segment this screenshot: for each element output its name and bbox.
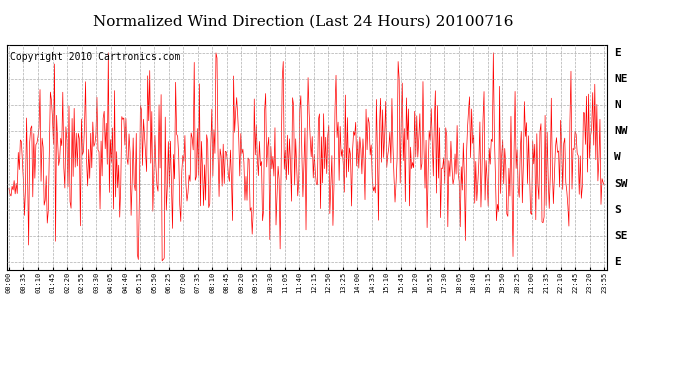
Text: N: N [614,100,621,110]
Text: NE: NE [614,74,628,84]
Text: NW: NW [614,126,628,136]
Text: W: W [614,153,621,162]
Text: S: S [614,205,621,215]
Text: SW: SW [614,178,628,189]
Text: E: E [614,48,621,58]
Text: Normalized Wind Direction (Last 24 Hours) 20100716: Normalized Wind Direction (Last 24 Hours… [93,15,514,29]
Text: Copyright 2010 Cartronics.com: Copyright 2010 Cartronics.com [10,52,180,62]
Text: E: E [614,257,621,267]
Text: SE: SE [614,231,628,241]
